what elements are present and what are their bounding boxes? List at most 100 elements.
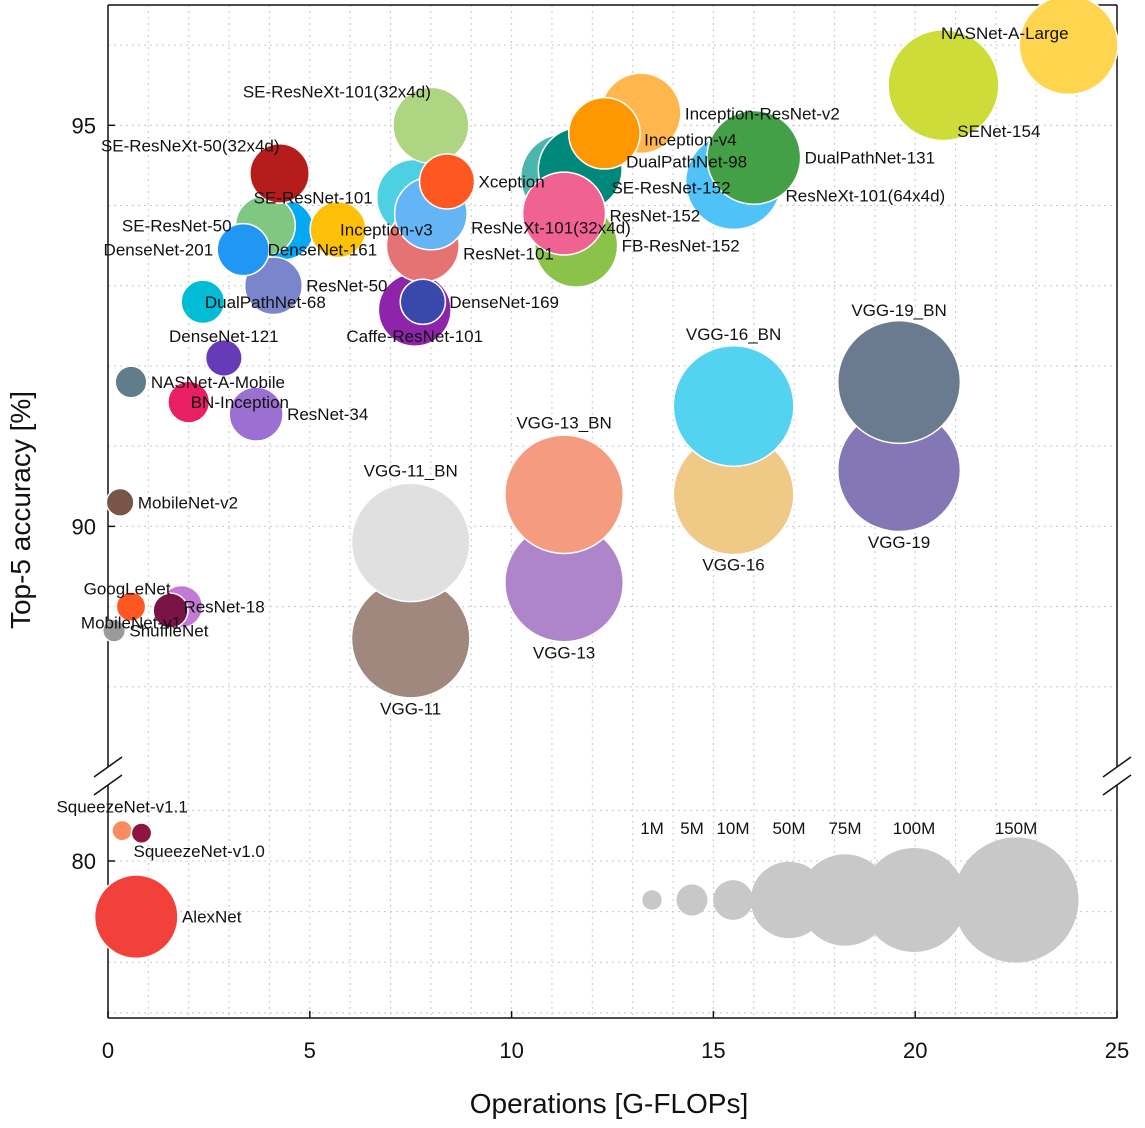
- bubble-alexnet: [93, 874, 179, 960]
- bubble-dualpathnet-68: [180, 279, 226, 325]
- label-senet-154: SENet-154: [957, 122, 1040, 141]
- bubble-mobilenet-v1: [115, 591, 147, 622]
- label-nasnet-a-mobile: NASNet-A-Mobile: [151, 373, 285, 392]
- label-resnet-34: ResNet-34: [287, 405, 368, 424]
- bubble-bn-inception: [167, 380, 211, 424]
- label-googlenet: GoogLeNet: [84, 580, 171, 599]
- bubble-densenet-121: [204, 338, 243, 377]
- bubble-labels: AlexNet SqueezeNet-v1.1 SqueezeNet-v1.0 Shu…: [56, 24, 1068, 927]
- label-densenet-201: DenseNet-201: [104, 241, 214, 260]
- bubble-vgg-13-bn: [504, 434, 625, 555]
- label-dualpathnet-98: DualPathNet-98: [626, 152, 747, 171]
- label-resnet-50: ResNet-50: [306, 277, 387, 296]
- y-tick-label: 80: [72, 849, 96, 874]
- bubble-squeezenet-v1-1: [111, 819, 134, 842]
- y-tick-label: 90: [72, 514, 96, 539]
- label-vgg-13: VGG-13: [533, 644, 595, 663]
- legend-label-75m: 75M: [828, 819, 861, 838]
- bubble-shufflenet: [101, 618, 127, 643]
- label-fb-resnet-152: FB-ResNet-152: [622, 237, 740, 256]
- legend-bubble-10m: [713, 880, 753, 920]
- legend-label-5m: 5M: [680, 819, 704, 838]
- label-resnet-152: ResNet-152: [610, 207, 701, 226]
- label-densenet-121: DenseNet-121: [169, 327, 279, 346]
- bubble-vgg-19-bn: [836, 319, 962, 445]
- label-se-resnet-152: SE-ResNet-152: [611, 178, 730, 197]
- label-se-resnext-101-32x4d-: SE-ResNeXt-101(32x4d): [243, 82, 431, 101]
- label-vgg-19: VGG-19: [868, 533, 930, 552]
- label-resnet-18: ResNet-18: [183, 598, 264, 617]
- label-dualpathnet-68: DualPathNet-68: [205, 293, 326, 312]
- label-nasnet-a-large: NASNet-A-Large: [941, 24, 1069, 43]
- x-tick-label: 20: [903, 1038, 927, 1063]
- x-tick-label: 25: [1105, 1038, 1129, 1063]
- y-tick-label: 95: [72, 113, 96, 138]
- legend-bubble-100m: [862, 848, 966, 952]
- label-squeezenet-v1-0: SqueezeNet-v1.0: [133, 842, 264, 861]
- bubble-inception-v4: [567, 96, 641, 170]
- label-se-resnext-50-32x4d-: SE-ResNeXt-50(32x4d): [101, 136, 280, 155]
- bubble-inception-v3: [309, 200, 367, 259]
- label-inception-resnet-v2: Inception-ResNet-v2: [685, 104, 840, 123]
- bubble-xception: [418, 153, 476, 210]
- axis-break-mark: [1102, 756, 1132, 778]
- label-resnext-101-32x4d-: ResNeXt-101(32x4d): [471, 219, 631, 238]
- label-dualpathnet-131: DualPathNet-131: [805, 148, 935, 167]
- x-tick-label: 10: [499, 1038, 523, 1063]
- bubble-resnet-50: [243, 256, 304, 316]
- x-tick-label: 15: [701, 1038, 725, 1063]
- legend-label-100m: 100M: [893, 819, 936, 838]
- label-inception-v3: Inception-v3: [340, 221, 433, 240]
- label-se-resnet-101: SE-ResNet-101: [254, 189, 373, 208]
- label-vgg-16-bn: VGG-16_BN: [686, 325, 781, 344]
- label-vgg-16: VGG-16: [702, 555, 764, 574]
- label-resnext-101-64x4d-: ResNeXt-101(64x4d): [786, 186, 946, 205]
- bubble-nasnet-a-large: [1018, 0, 1119, 96]
- axis-ticks: 0 5 10 15 20 25 80 90 95: [72, 113, 1130, 1063]
- label-caffe-resnet-101: Caffe-ResNet-101: [346, 327, 483, 346]
- legend-bubble-5m: [676, 884, 708, 916]
- bubble-vgg-16-bn: [672, 345, 795, 468]
- label-densenet-161: DenseNet-161: [268, 241, 378, 260]
- bubble-densenet-169: [399, 278, 447, 326]
- axis-break-mark: [1102, 774, 1132, 796]
- label-xception: Xception: [479, 172, 545, 191]
- label-densenet-169: DenseNet-169: [449, 293, 559, 312]
- bubble-se-resnext-50-32x4d-: [249, 143, 310, 204]
- legend-label-1m: 1M: [640, 819, 664, 838]
- bubbles: [93, 0, 1119, 960]
- x-tick-label: 5: [304, 1038, 316, 1063]
- legend-label-10m: 10M: [716, 819, 749, 838]
- label-shufflenet: ShuffleNet: [129, 622, 208, 641]
- bubble-squeezenet-v1-0: [130, 822, 153, 845]
- label-squeezenet-v1-1: SqueezeNet-v1.1: [56, 798, 187, 817]
- label-bn-inception: BN-Inception: [191, 393, 289, 412]
- label-inception-v4: Inception-v4: [644, 130, 737, 149]
- bubble-dualpathnet-131: [706, 109, 802, 206]
- label-vgg-11-bn: VGG-11_BN: [364, 461, 458, 480]
- legend-label-50m: 50M: [772, 819, 805, 838]
- label-mobilenet-v1: MobileNet-v1: [81, 614, 181, 633]
- label-vgg-13-bn: VGG-13_BN: [516, 413, 611, 432]
- axis-break-mark: [93, 774, 123, 796]
- bubble-densenet-201: [216, 222, 270, 277]
- label-se-resnet-50: SE-ResNet-50: [122, 217, 232, 236]
- label-mobilenet-v2: MobileNet-v2: [138, 493, 238, 512]
- bubble-nasnet-a-mobile: [114, 365, 148, 399]
- label-vgg-19-bn: VGG-19_BN: [851, 301, 946, 320]
- y-axis-title: Top-5 accuracy [%]: [5, 391, 36, 629]
- legend-bubble-150m: [953, 837, 1079, 963]
- axis-break-mark: [93, 756, 123, 778]
- bubble-mobilenet-v2: [105, 487, 135, 517]
- x-tick-label: 0: [102, 1038, 114, 1063]
- legend-bubble-1m: [642, 890, 662, 910]
- bubble-senet-154: [887, 29, 1000, 142]
- label-vgg-11: VGG-11: [380, 700, 441, 719]
- legend: 1M 5M 10M 50M 75M 100M 150M: [640, 819, 1079, 963]
- label-resnet-101: ResNet-101: [463, 245, 554, 264]
- legend-label-150m: 150M: [995, 819, 1038, 838]
- x-axis-title: Operations [G-FLOPs]: [470, 1088, 749, 1119]
- bubble-resnet-152: [521, 171, 607, 256]
- bubble-vgg-11-bn: [350, 482, 471, 603]
